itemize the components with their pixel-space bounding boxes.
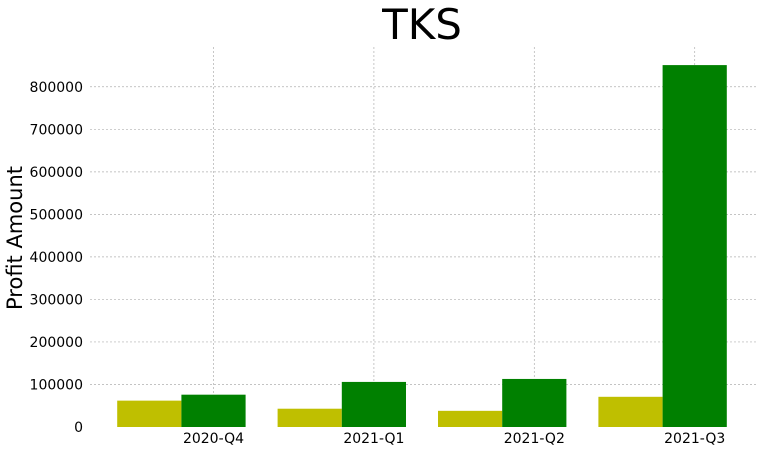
y-tick-label: 100000: [30, 377, 83, 393]
y-tick-label: 500000: [30, 207, 83, 223]
bars: [117, 65, 727, 427]
y-tick-label: 300000: [30, 292, 83, 308]
bar-series-2-2021-Q2: [502, 378, 567, 427]
grid-lines: [90, 47, 758, 427]
x-tick-label: 2021-Q2: [504, 431, 565, 447]
x-tick-labels: 2020-Q4 2021-Q1 2021-Q2 2021-Q3: [183, 431, 725, 447]
y-tick-label: 400000: [30, 250, 83, 266]
y-tick-labels: 0 100000 200000 300000 400000 500000 600000 700…: [30, 80, 83, 436]
bar-series-1-2021-Q3: [598, 396, 663, 427]
y-axis-label: Profit Amount: [3, 166, 27, 310]
y-tick-label: 0: [74, 420, 83, 436]
x-tick-label: 2021-Q1: [343, 431, 404, 447]
y-tick-label: 200000: [30, 335, 83, 351]
bar-series-2-2021-Q1: [341, 381, 406, 427]
y-tick-label: 800000: [30, 80, 83, 96]
y-tick-label: 600000: [30, 165, 83, 181]
bar-series-1-2021-Q2: [438, 410, 503, 427]
chart-title: TKS: [381, 0, 462, 49]
x-tick-label: 2020-Q4: [183, 431, 244, 447]
x-tick-label: 2021-Q3: [664, 431, 725, 447]
bar-series-2-2021-Q3: [662, 65, 727, 427]
bar-series-1-2020-Q4: [117, 400, 182, 427]
bar-series-2-2020-Q4: [181, 394, 246, 427]
bar-series-1-2021-Q1: [277, 408, 342, 427]
y-tick-label: 700000: [30, 122, 83, 138]
